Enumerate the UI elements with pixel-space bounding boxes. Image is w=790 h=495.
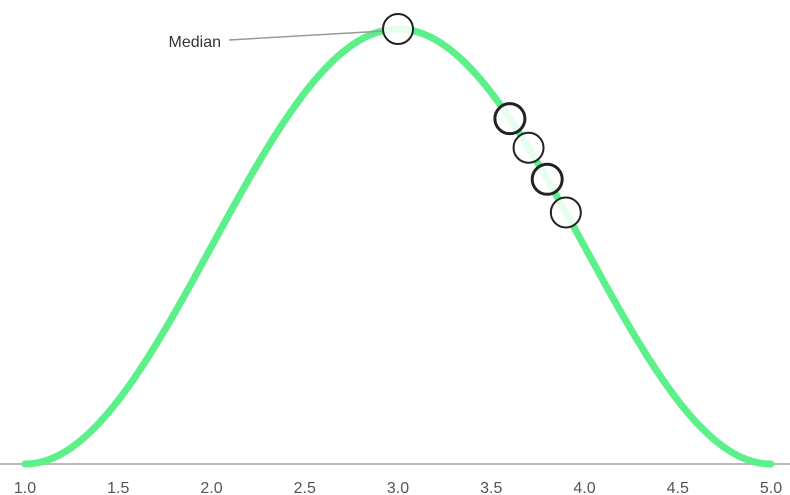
x-tick-label: 4.5: [667, 480, 689, 495]
x-tick-label: 1.5: [107, 480, 129, 495]
annotation-layer: Median: [169, 30, 386, 51]
median-leader-line: [228, 30, 386, 41]
x-tick-labels: 1.0 1.5 2.0 2.5 3.0 3.5 4.0 4.5 5.0: [14, 480, 782, 495]
x-tick-label: 4.0: [573, 480, 595, 495]
data-point-marker[interactable]: [382, 13, 414, 45]
data-point-marker[interactable]: [530, 162, 564, 196]
data-point-marker[interactable]: [549, 196, 582, 229]
x-tick-label: 2.5: [294, 480, 316, 495]
data-point-marker[interactable]: [512, 131, 545, 164]
x-tick-label: 3.5: [480, 480, 502, 495]
x-tick-label: 3.0: [387, 480, 409, 495]
median-annotation-label: Median: [169, 34, 221, 51]
data-point-marker[interactable]: [493, 102, 527, 136]
curve-layer: [21, 25, 775, 468]
x-tick-label: 1.0: [14, 480, 36, 495]
x-tick-label: 2.0: [200, 480, 222, 495]
density-curve: [21, 25, 775, 468]
x-tick-label: 5.0: [760, 480, 782, 495]
points-layer: [382, 13, 582, 229]
